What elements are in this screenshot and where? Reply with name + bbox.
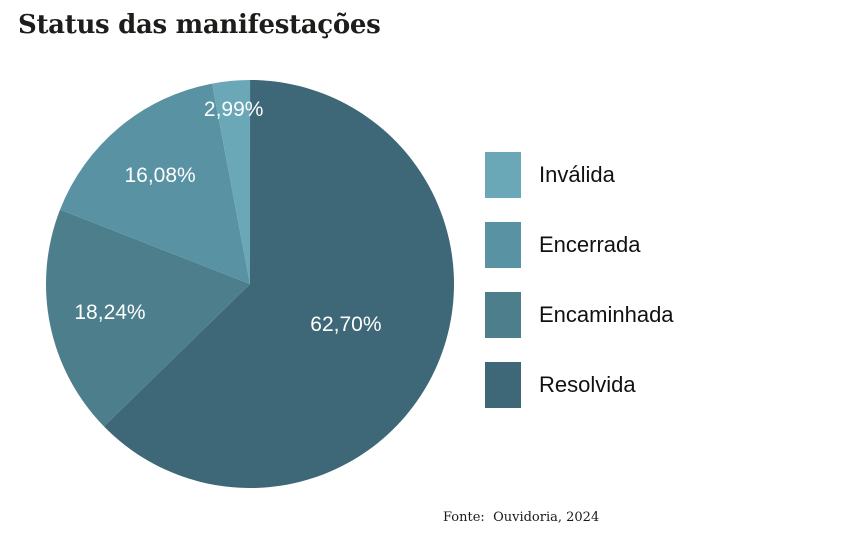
chart-title: Status das manifestações xyxy=(18,10,381,40)
legend-label-encaminhada: Encaminhada xyxy=(539,302,674,327)
pie-slice-label-encerrada: 16,08% xyxy=(124,164,195,187)
pie-slice-encerrada xyxy=(60,83,250,284)
legend-label-encerrada: Encerrada xyxy=(539,232,641,257)
legend-item-encaminhada: Encaminhada xyxy=(485,292,674,338)
legend-swatch-invalida xyxy=(485,152,521,198)
pie-slice-resolvida xyxy=(103,80,454,489)
pie-chart: 62,70% 18,24% 16,08% 2,99% xyxy=(45,79,454,489)
legend-label-resolvida: Resolvida xyxy=(539,372,636,397)
legend-item-invalida: Inválida xyxy=(485,152,674,198)
pie-slice-label-invalida: 2,99% xyxy=(204,98,264,121)
pie-slice-invalida xyxy=(212,79,251,285)
pie-slice-label-encaminhada: 18,24% xyxy=(74,301,145,324)
legend-swatch-encaminhada xyxy=(485,292,521,338)
legend: Inválida Encerrada Encaminhada Resolvida xyxy=(485,152,674,408)
source-note: Fonte: Ouvidoria, 2024 xyxy=(443,510,600,525)
pie-slice-encaminhada xyxy=(45,209,251,427)
legend-label-invalida: Inválida xyxy=(539,162,615,187)
legend-item-encerrada: Encerrada xyxy=(485,222,674,268)
legend-swatch-encerrada xyxy=(485,222,521,268)
legend-swatch-resolvida xyxy=(485,362,521,408)
pie-slice-label-resolvida: 62,70% xyxy=(310,313,381,336)
legend-item-resolvida: Resolvida xyxy=(485,362,674,408)
